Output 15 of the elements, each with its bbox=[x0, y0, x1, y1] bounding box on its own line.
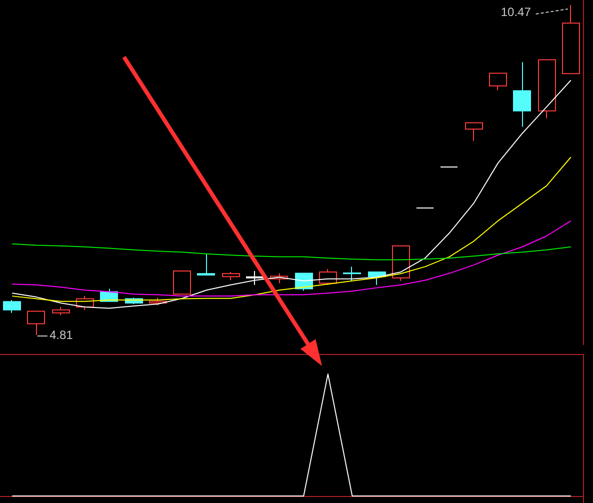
candlestick bbox=[465, 122, 483, 142]
annotation: 4.81 bbox=[49, 328, 74, 342]
candlestick bbox=[197, 253, 215, 276]
candlestick bbox=[246, 270, 264, 286]
candlestick bbox=[513, 62, 531, 128]
candlestick bbox=[392, 245, 410, 282]
candlestick bbox=[562, 4, 580, 74]
candlestick bbox=[3, 300, 21, 314]
candlestick bbox=[173, 270, 191, 295]
candlestick bbox=[52, 306, 70, 316]
candlestick bbox=[222, 271, 240, 281]
candlestick bbox=[538, 59, 556, 119]
candlestick bbox=[489, 72, 507, 91]
candlestick bbox=[343, 266, 361, 282]
annotation: 10.47 bbox=[500, 5, 532, 19]
